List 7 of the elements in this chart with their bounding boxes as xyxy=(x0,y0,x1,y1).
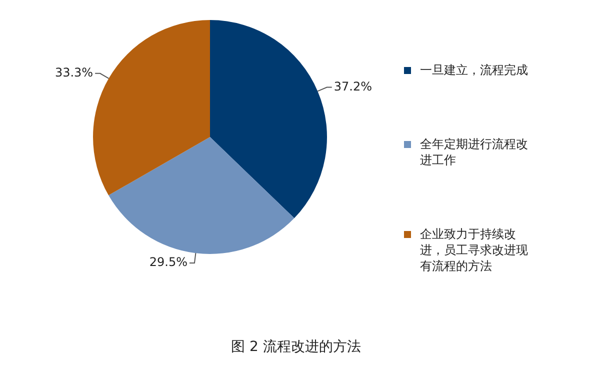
data-label: 29.5% xyxy=(149,255,188,270)
legend-label: 全年定期进行流程改进工作 xyxy=(420,136,529,168)
data-label: 37.2% xyxy=(334,79,372,94)
legend-label: 一旦建立，流程完成 xyxy=(420,62,529,78)
data-label: 33.3% xyxy=(54,66,94,80)
text: 图 2 流程改进的方法 xyxy=(230,338,362,356)
legend-label: 企业致力于持续改进，员工寻求改进现有流程的方法 xyxy=(420,226,529,274)
